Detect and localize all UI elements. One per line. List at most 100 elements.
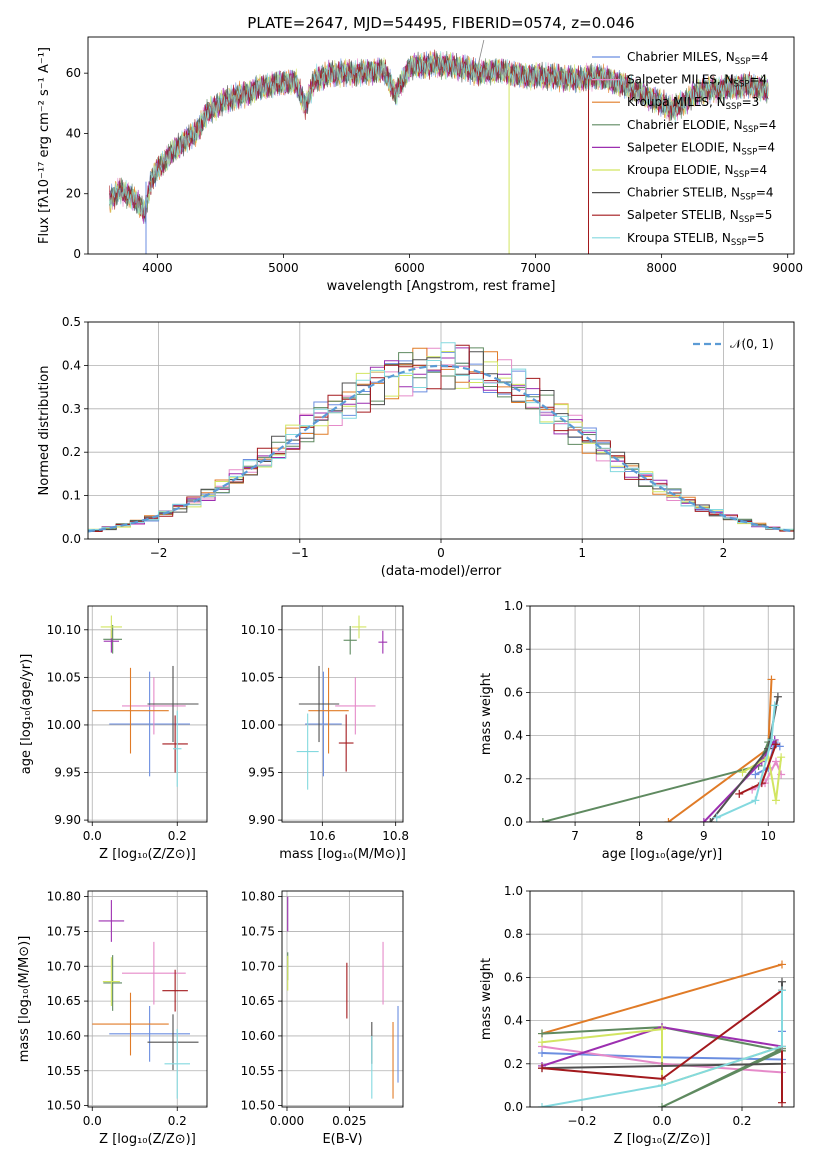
y-tick-label: 10.75 (47, 924, 81, 938)
series-layer (92, 615, 199, 787)
axes-frame (87, 36, 795, 255)
y-tick-label: 9.95 (54, 766, 81, 780)
legend-entry: Kroupa ELODIE, NSSP=4 (627, 163, 767, 180)
y-tick-label: 0.4 (504, 729, 523, 743)
weight-marker (751, 796, 760, 805)
weight-marker (738, 768, 747, 777)
y-tick-label: 0.6 (504, 970, 523, 984)
y-tick-label: 10.70 (47, 959, 81, 973)
weight-marker (771, 740, 780, 749)
data-point (351, 615, 367, 639)
weight-marker (778, 960, 786, 969)
x-tick-label: 7 (571, 829, 579, 843)
weight-marker (538, 1064, 546, 1073)
data-point (92, 667, 169, 754)
axes-frame (281, 890, 404, 1108)
weight-marker (538, 1103, 546, 1107)
legend-entry: Chabrier MILES, NSSP=4 (627, 50, 768, 67)
data-point (122, 677, 186, 735)
weight-marker (699, 818, 708, 822)
y-tick-label: 10.55 (47, 1064, 81, 1078)
x-axis-label: Z [log₁₀(Z/Z⊙)] (99, 847, 196, 862)
weight-marker (658, 1081, 666, 1090)
data-point (102, 957, 120, 1006)
legend-entry: 𝒩(0, 1) (730, 337, 774, 351)
x-tick-label: 0.0 (83, 829, 102, 843)
histogram-step (88, 342, 794, 534)
data-point (298, 665, 340, 743)
x-tick-label: 0.0 (652, 1114, 671, 1128)
weight-marker (712, 813, 721, 822)
axes-frame (281, 605, 404, 823)
x-tick-label: 8000 (646, 261, 677, 275)
residual-histogram-panel: −2 −1 0 1 2 0.0 0.1 0.2 0.3 0.4 0.5 (data-model)/er… (37, 315, 795, 579)
y-axis-label: age [log₁₀(age/yr)] (19, 654, 34, 775)
y-tick-label: 9.90 (248, 813, 275, 827)
data-point (103, 625, 122, 654)
y-tick-label: 0.5 (62, 315, 81, 329)
x-tick-label: 9000 (772, 261, 803, 275)
plot-area (88, 891, 207, 1107)
y-tick-label: 10.80 (47, 890, 81, 904)
x-tick-label: 7000 (520, 261, 551, 275)
weight-marker (778, 977, 786, 986)
legend-entry: Salpeter STELIB, NSSP=5 (627, 208, 772, 225)
x-tick-label: 10.8 (382, 829, 409, 843)
spectrum-spike (475, 39, 485, 74)
x-tick-label: 5000 (268, 261, 299, 275)
y-tick-label: 0.8 (504, 642, 523, 656)
axes-frame (529, 605, 795, 823)
x-tick-label: 0.0 (83, 1114, 102, 1128)
weight-marker (658, 1103, 666, 1107)
y-tick-label: 0.3 (62, 402, 81, 416)
legend-entry: Salpeter MILES, NSSP=4 (627, 73, 767, 90)
y-axis-label: Normed distribution (37, 366, 52, 496)
y-tick-label: 10.65 (241, 994, 275, 1008)
y-tick-label: 9.95 (248, 766, 275, 780)
data-point (343, 625, 357, 655)
mass-vs-metallicity-panel: 0.0 0.2 10.50 10.55 10.60 10.65 10.70 10.75 10.8… (17, 890, 208, 1147)
y-tick-label: 10.75 (241, 924, 275, 938)
weight-marker (770, 701, 779, 710)
data-point (103, 955, 122, 1011)
series-layer (538, 675, 786, 822)
y-tick-label: 1.0 (504, 884, 523, 898)
y-axis-label: mass weight (479, 958, 494, 1040)
weight-marker (658, 1025, 666, 1034)
y-tick-label: 0.1 (62, 489, 81, 503)
y-tick-label: 0.8 (504, 927, 523, 941)
weight-marker (778, 1042, 786, 1051)
x-tick-label: 10.6 (309, 829, 336, 843)
series-layer (88, 342, 794, 534)
weight-marker (751, 770, 760, 779)
age-vs-metallicity-panel: 0.0 0.2 9.90 9.95 10.00 10.05 10.10 Z [log₁₀(Z/… (19, 605, 208, 862)
weight-line (541, 963, 783, 1035)
data-point (162, 969, 188, 1012)
axes-frame (529, 890, 795, 1108)
data-point (100, 615, 122, 639)
weight-marker (658, 1061, 666, 1070)
plot-area (282, 891, 403, 1107)
weight-marker (771, 757, 780, 766)
y-tick-label: 10.60 (241, 1029, 275, 1043)
y-tick-label: 0 (73, 247, 81, 261)
x-tick-label: 0.2 (732, 1114, 751, 1128)
data-point (92, 992, 169, 1056)
weight-marker (735, 789, 744, 798)
data-point (162, 715, 188, 773)
data-point (147, 1014, 199, 1071)
y-tick-label: 10.70 (241, 959, 275, 973)
y-tick-label: 0.0 (62, 532, 81, 546)
data-point (338, 714, 354, 772)
data-point (305, 671, 342, 777)
y-tick-label: 10.50 (241, 1099, 275, 1113)
y-tick-label: 20 (66, 187, 81, 201)
x-axis-label: E(B-V) (322, 1132, 362, 1147)
mass-weight-vs-age-panel: 7 8 9 10 0.0 0.2 0.4 0.6 0.8 1.0 age [log₁₀(age/yr… (479, 599, 795, 862)
y-tick-label: 10.60 (47, 1029, 81, 1043)
series-layer (287, 896, 399, 1099)
y-tick-label: 0.2 (62, 445, 81, 459)
spectrum-line (109, 51, 769, 217)
plot-area (530, 605, 794, 823)
